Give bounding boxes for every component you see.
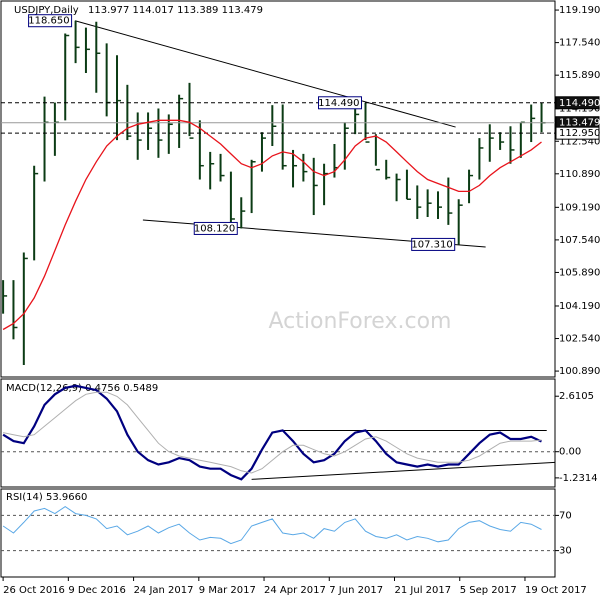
y-tick-label: 117.540 [559,38,600,49]
y-tick-label: 30 [559,546,572,557]
watermark: ActionForex.com [269,309,452,334]
level-label: 114.490 [559,98,600,109]
quote: 113.977 114.017 113.389 113.479 [88,5,263,16]
y-tick-label: 102.540 [559,334,600,345]
x-tick-label: 26 Oct 2016 [3,585,65,596]
series-line [2,384,542,481]
annotation-box [411,237,456,251]
annotation-box [28,14,73,28]
x-tick-label: 9 Mar 2017 [199,585,256,596]
level-box [555,126,600,140]
y-tick-label: 100.890 [559,366,600,377]
macd-title: MACD(12,26,9) 0.4756 0.5489 [6,383,158,394]
annotation-label: 118.650 [28,16,69,27]
annotation-label: 108.120 [194,223,235,234]
x-tick-label: 19 Oct 2017 [525,585,587,596]
y-tick-label: 107.540 [559,235,600,246]
level-box [555,96,600,110]
annotation-label: 107.310 [411,239,452,250]
rsi-frame [0,488,556,578]
y-tick-label: 110.890 [559,169,600,180]
trendline [251,461,556,480]
y-tick-label: 70 [559,510,572,521]
y-tick-label: 104.190 [559,301,600,312]
x-tick-label: 24 Jan 2017 [134,585,194,596]
y-tick-label: 119.190 [559,5,600,16]
x-tick-label: 21 Jul 2017 [395,585,452,596]
x-tick-label: 9 Dec 2016 [68,585,126,596]
x-tick-label: 24 Apr 2017 [264,585,326,596]
annotation-label: 114.490 [318,98,359,109]
trendline [74,20,456,128]
y-tick-label: 115.890 [559,70,600,81]
y-tick-label: 112.540 [559,136,600,147]
level-label: 113.479 [559,118,600,129]
series-line [2,119,542,331]
x-tick-label: 5 Sep 2017 [460,585,517,596]
price-frame [0,0,556,378]
macd-frame [0,378,556,488]
y-tick-label: -1.2314 [559,473,598,484]
annotation-box [193,221,238,235]
chart-title: USDJPY,Daily [14,5,79,16]
x-tick-label: 7 Jun 2017 [329,585,383,596]
y-tick-label: 0.00 [559,447,581,458]
level-label: 112.950 [559,128,600,139]
y-tick-label: 2.6105 [559,391,594,402]
annotation-box [318,96,363,110]
rsi-title: RSI(14) 53.9660 [6,492,87,503]
series-line [2,505,542,545]
y-tick-label: 105.890 [559,267,600,278]
y-tick-label: 109.190 [559,202,600,213]
series-line [3,391,542,474]
